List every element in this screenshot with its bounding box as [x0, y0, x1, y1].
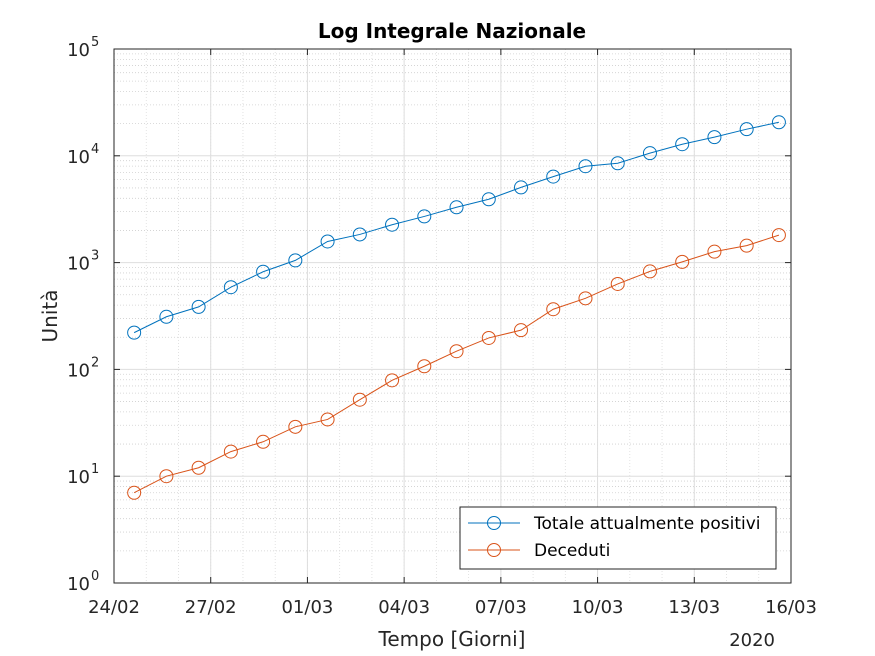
y-tick-exponent: 1 — [91, 462, 99, 477]
data-point — [449, 344, 464, 359]
data-point — [578, 291, 593, 306]
data-point — [288, 253, 303, 268]
data-point — [610, 156, 625, 171]
legend-box — [459, 506, 777, 570]
data-point — [771, 115, 786, 130]
data-point — [352, 227, 367, 242]
x-tick-label: 27/02 — [185, 597, 237, 618]
y-tick-label: 10 — [67, 360, 90, 381]
y-tick-label: 10 — [67, 40, 90, 61]
legend-marker-deceduti — [487, 543, 501, 557]
x-tick-label: 24/02 — [88, 597, 140, 618]
data-point — [191, 460, 206, 475]
data-point — [642, 146, 657, 161]
data-point — [288, 419, 303, 434]
data-point — [127, 325, 142, 340]
data-point — [223, 444, 238, 459]
data-point — [256, 434, 271, 449]
legend-marker-positivi — [487, 516, 501, 530]
data-point — [578, 159, 593, 174]
data-point — [320, 234, 335, 249]
x-axis-label: Tempo [Giorni] — [378, 627, 526, 651]
x-tick-label: 01/03 — [281, 597, 333, 618]
data-point — [223, 280, 238, 295]
y-tick-exponent: 5 — [91, 35, 99, 50]
year-label: 2020 — [729, 630, 775, 651]
series-group — [127, 115, 786, 500]
x-tick-label: 13/03 — [668, 597, 720, 618]
data-point — [739, 238, 754, 253]
data-point — [320, 412, 335, 427]
plot-frame — [113, 48, 792, 584]
data-point — [610, 276, 625, 291]
series-1 — [127, 228, 786, 500]
data-point — [481, 192, 496, 207]
data-point — [675, 254, 690, 269]
data-point — [546, 302, 561, 317]
legend-label-positivi: Totale attualmente positivi — [533, 514, 761, 534]
data-point — [514, 180, 529, 195]
data-point — [385, 373, 400, 388]
y-tick-label: 10 — [67, 147, 90, 168]
chart-title: Log Integrale Nazionale — [318, 19, 586, 43]
legend: Totale attualmente positivi Deceduti — [459, 506, 777, 570]
series-line — [133, 121, 780, 334]
data-point — [417, 209, 432, 224]
data-point — [481, 330, 496, 345]
x-tick-label: 16/03 — [765, 597, 817, 618]
data-point — [385, 217, 400, 232]
series-0 — [127, 115, 786, 340]
data-point — [546, 169, 561, 184]
data-point — [191, 299, 206, 314]
x-tick-label: 10/03 — [572, 597, 624, 618]
y-tick-label: 10 — [67, 574, 90, 595]
data-point — [417, 359, 432, 374]
legend-label-deceduti: Deceduti — [534, 541, 610, 561]
data-point — [127, 485, 142, 500]
x-tick-label: 04/03 — [378, 597, 430, 618]
y-tick-exponent: 4 — [91, 142, 99, 157]
y-tick-exponent: 0 — [91, 569, 99, 584]
y-tick-exponent: 2 — [91, 355, 99, 370]
x-tick-label: 07/03 — [475, 597, 527, 618]
data-point — [707, 130, 722, 145]
data-point — [675, 137, 690, 152]
data-point — [159, 469, 174, 484]
data-point — [159, 309, 174, 324]
data-point — [514, 323, 529, 338]
y-tick-label: 10 — [67, 254, 90, 275]
data-point — [771, 228, 786, 243]
data-point — [707, 244, 722, 259]
y-axis-label: Unità — [38, 290, 62, 343]
y-tick-label: 10 — [67, 467, 90, 488]
data-point — [256, 264, 271, 279]
series-line — [133, 234, 780, 494]
grid — [113, 48, 792, 584]
y-tick-exponent: 3 — [91, 249, 99, 264]
data-point — [739, 122, 754, 137]
data-point — [642, 264, 657, 279]
data-point — [352, 392, 367, 407]
data-point — [449, 200, 464, 215]
